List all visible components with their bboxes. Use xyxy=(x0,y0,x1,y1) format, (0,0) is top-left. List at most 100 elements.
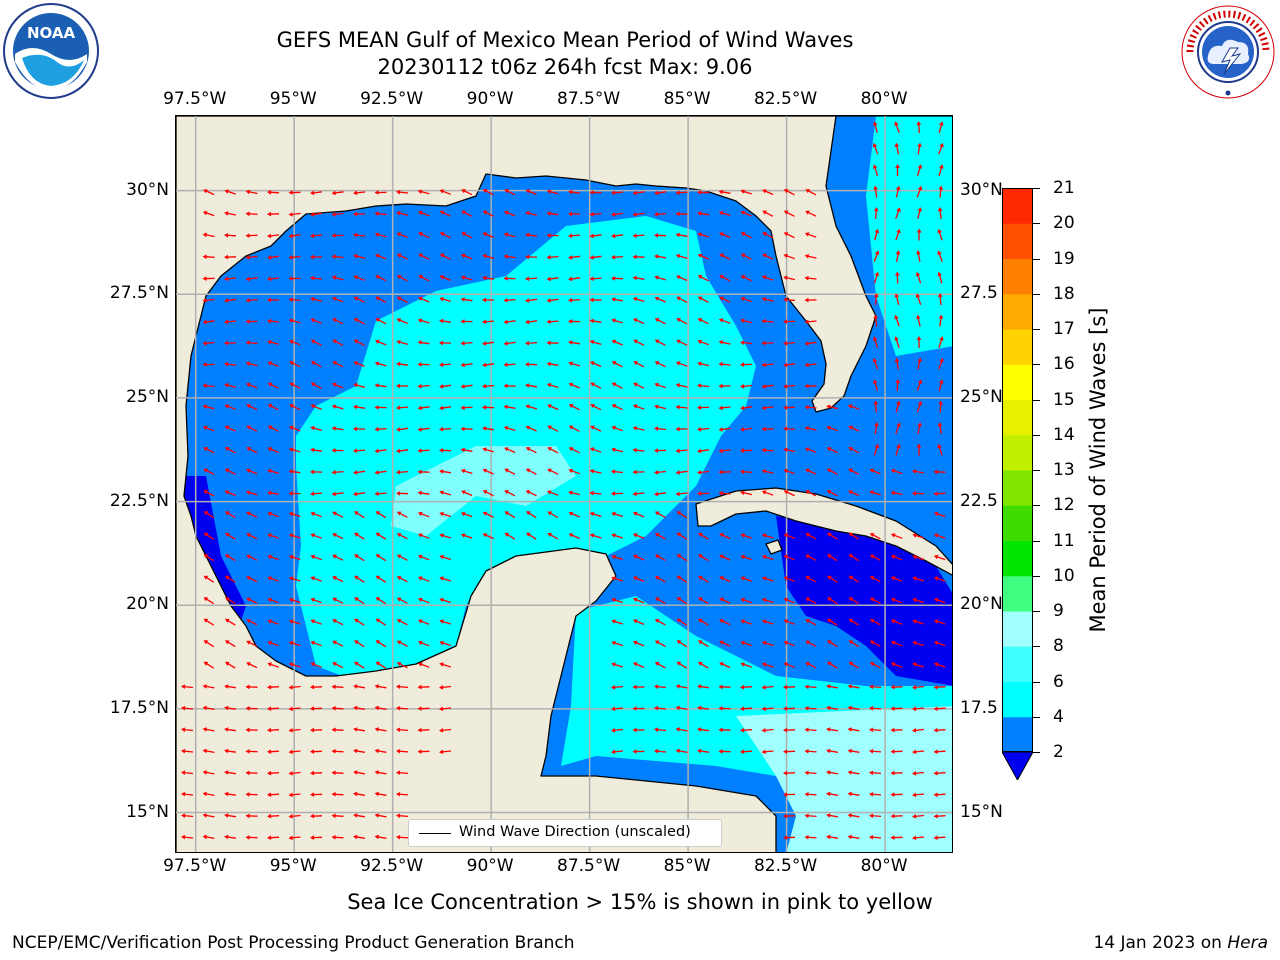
wind-wave-arrowhead xyxy=(332,640,337,645)
wind-wave-arrowhead xyxy=(202,254,207,260)
wind-wave-arrowhead xyxy=(525,468,531,473)
wind-wave-arrowhead xyxy=(938,314,944,319)
colorbar-tick-mark xyxy=(1033,188,1040,189)
wind-wave-arrowhead xyxy=(873,379,878,384)
wind-wave-arrowhead xyxy=(805,189,810,194)
wind-wave-arrowhead xyxy=(933,770,938,776)
wind-wave-arrowhead xyxy=(896,400,901,406)
wind-wave-arrowhead xyxy=(939,336,944,341)
wind-wave-arrowhead xyxy=(267,813,272,819)
wind-wave-arrowhead xyxy=(718,684,723,690)
wind-wave-arrowhead xyxy=(826,748,831,754)
wind-wave-arrowhead xyxy=(202,362,207,367)
wind-wave-arrowhead xyxy=(525,298,530,303)
wind-wave-arrowhead xyxy=(504,447,509,452)
wind-wave-arrowhead xyxy=(761,685,766,690)
colorbar-tick-mark xyxy=(1033,399,1040,401)
wind-wave-arrowhead xyxy=(310,533,315,538)
wind-wave-arrowhead xyxy=(719,619,724,624)
wind-wave-arrowhead xyxy=(719,640,724,645)
wind-wave-arrowhead xyxy=(894,121,899,126)
wind-wave-arrowhead xyxy=(418,597,423,603)
footer-producer: NCEP/EMC/Verification Post Processing Pr… xyxy=(12,933,575,953)
wind-wave-arrowhead xyxy=(202,705,207,711)
longitude-tick-label: 95°W xyxy=(269,856,317,876)
wind-wave-arrowhead xyxy=(267,706,272,711)
wind-wave-arrowhead xyxy=(783,619,788,624)
wind-wave-arrowhead xyxy=(718,361,723,367)
wind-wave-arrowhead xyxy=(676,640,682,645)
wind-wave-arrowhead xyxy=(288,576,294,581)
wind-wave-arrowhead xyxy=(202,232,207,238)
wind-wave-arrowhead xyxy=(267,554,272,560)
wind-wave-arrowhead xyxy=(224,404,229,409)
wind-wave-arrowhead xyxy=(245,276,250,282)
wind-wave-arrowhead xyxy=(546,319,551,324)
colorbar-tick-mark xyxy=(1033,223,1040,225)
wind-wave-arrowhead xyxy=(418,533,423,538)
wind-wave-arrowhead xyxy=(181,813,186,818)
wind-wave-arrowhead xyxy=(589,490,594,496)
wind-wave-arrowhead xyxy=(546,361,551,367)
chart-subtitle: 20230112 t06z 264h fcst Max: 9.06 xyxy=(377,55,753,79)
wind-wave-arrowhead xyxy=(718,727,723,733)
wind-wave-arrowhead xyxy=(396,427,401,432)
contour-2-4s-western-gulf xyxy=(181,476,246,636)
wind-wave-arrowhead xyxy=(353,211,357,217)
wind-wave-arrowhead xyxy=(482,189,488,194)
wind-wave-arrowhead xyxy=(611,318,616,323)
wind-wave-arrowhead xyxy=(633,533,638,538)
wind-wave-arrowhead xyxy=(203,425,208,431)
wind-wave-arrowhead xyxy=(804,275,809,281)
wind-wave-arrowhead xyxy=(396,792,401,797)
wind-wave-arrowhead xyxy=(310,662,315,667)
wind-wave-arrowhead xyxy=(896,422,901,427)
wind-wave-arrowhead xyxy=(611,339,617,344)
wind-wave-arrowhead xyxy=(547,404,552,409)
footer-date: 14 Jan 2023 on Hera xyxy=(1093,933,1268,953)
wind-wave-arrowhead xyxy=(439,533,444,538)
wind-wave-arrowhead xyxy=(482,511,488,516)
wind-wave-arrowhead xyxy=(267,404,273,409)
wind-wave-arrowhead xyxy=(439,275,445,280)
colorbar-tick-label: 20 xyxy=(1053,213,1075,234)
wind-wave-arrowhead xyxy=(224,770,229,775)
wind-wave-arrowhead xyxy=(245,189,250,195)
wind-wave-arrowhead xyxy=(589,255,594,260)
wind-wave-arrowhead xyxy=(917,379,923,384)
wind-wave-arrowhead xyxy=(181,770,186,775)
wind-wave-arrowhead xyxy=(375,575,381,580)
wind-wave-arrowhead xyxy=(697,405,702,410)
wind-wave-arrowhead xyxy=(869,640,875,645)
wind-wave-arrowhead xyxy=(697,727,702,732)
wind-wave-arrowhead xyxy=(633,640,638,645)
wind-wave-arrowhead xyxy=(804,319,809,325)
wind-wave-arrowhead xyxy=(267,340,272,345)
colorbar-tick-label: 10 xyxy=(1053,565,1075,586)
wind-wave-arrowhead xyxy=(654,597,660,602)
wind-wave-arrowhead xyxy=(353,791,358,797)
wind-wave-arrowhead xyxy=(288,255,293,260)
wind-wave-arrowhead xyxy=(676,575,682,580)
wind-wave-arrowhead xyxy=(374,491,379,496)
wind-wave-arrowhead xyxy=(267,361,272,366)
wind-wave-arrowhead xyxy=(267,770,272,776)
wind-wave-arrowhead xyxy=(396,232,401,237)
wind-wave-arrowhead xyxy=(224,727,229,732)
wind-wave-arrowhead xyxy=(246,640,251,645)
wind-wave-arrowhead xyxy=(783,770,788,776)
wind-wave-arrowhead xyxy=(933,576,939,581)
wind-wave-arrowhead xyxy=(439,340,443,346)
wind-wave-arrowhead xyxy=(933,684,938,690)
wind-wave-arrowhead xyxy=(805,619,810,624)
wind-wave-arrowhead xyxy=(894,314,899,320)
wind-wave-arrowhead xyxy=(354,640,359,645)
wind-wave-arrowhead xyxy=(697,705,702,711)
wind-wave-arrowhead xyxy=(740,706,745,711)
wind-wave-arrowhead xyxy=(718,318,724,323)
wind-wave-arrowhead xyxy=(504,468,509,473)
wind-wave-arrowhead xyxy=(203,189,208,194)
wind-wave-arrowhead xyxy=(697,748,702,754)
wind-wave-arrowhead xyxy=(525,211,530,216)
wind-wave-arrowhead xyxy=(417,362,422,367)
